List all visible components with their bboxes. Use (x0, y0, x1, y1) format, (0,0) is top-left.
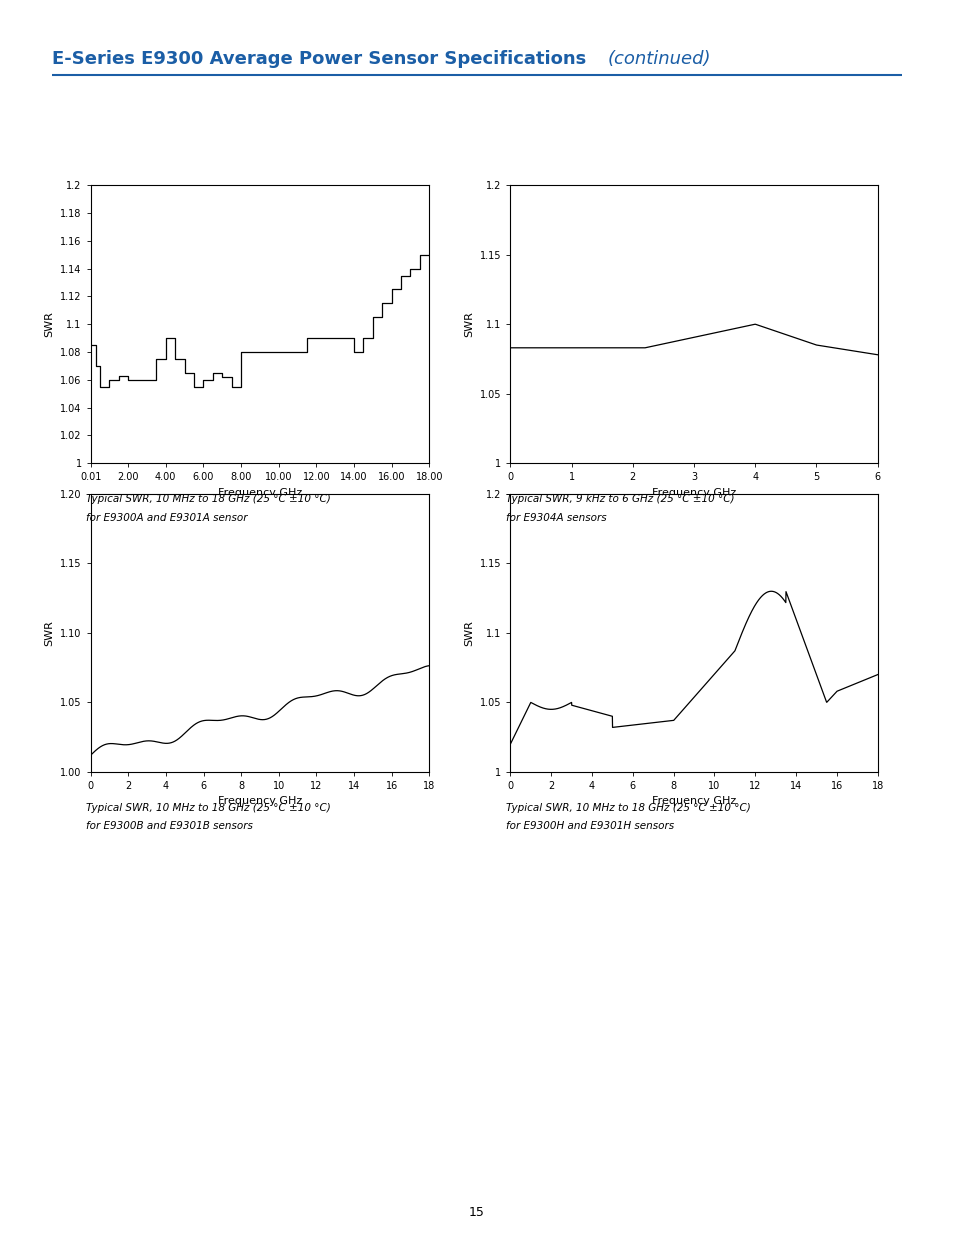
Text: Typical SWR, 10 MHz to 18 GHz (25 °C ±10 °C): Typical SWR, 10 MHz to 18 GHz (25 °C ±10… (505, 803, 750, 813)
Y-axis label: SWR: SWR (464, 311, 474, 337)
X-axis label: Frequency GHz: Frequency GHz (217, 797, 302, 806)
Text: 15: 15 (469, 1207, 484, 1219)
Text: for E9300H and E9301H sensors: for E9300H and E9301H sensors (505, 821, 673, 831)
Y-axis label: SWR: SWR (45, 311, 54, 337)
Text: (continued): (continued) (607, 49, 710, 68)
X-axis label: Frequency GHz: Frequency GHz (651, 488, 736, 498)
X-axis label: Frequency GHz: Frequency GHz (217, 488, 302, 498)
Text: for E9304A sensors: for E9304A sensors (505, 513, 605, 522)
Y-axis label: SWR: SWR (464, 620, 474, 646)
Text: Typical SWR, 10 MHz to 18 GHz (25 °C ±10 °C): Typical SWR, 10 MHz to 18 GHz (25 °C ±10… (86, 494, 331, 504)
Text: Typical SWR, 9 kHz to 6 GHz (25 °C ±10 °C): Typical SWR, 9 kHz to 6 GHz (25 °C ±10 °… (505, 494, 734, 504)
X-axis label: Frequency GHz: Frequency GHz (651, 797, 736, 806)
Text: for E9300B and E9301B sensors: for E9300B and E9301B sensors (86, 821, 253, 831)
Text: E-Series E9300 Average Power Sensor Specifications: E-Series E9300 Average Power Sensor Spec… (52, 49, 593, 68)
Text: for E9300A and E9301A sensor: for E9300A and E9301A sensor (86, 513, 247, 522)
Y-axis label: SWR: SWR (45, 620, 54, 646)
Text: Typical SWR, 10 MHz to 18 GHz (25 °C ±10 °C): Typical SWR, 10 MHz to 18 GHz (25 °C ±10… (86, 803, 331, 813)
